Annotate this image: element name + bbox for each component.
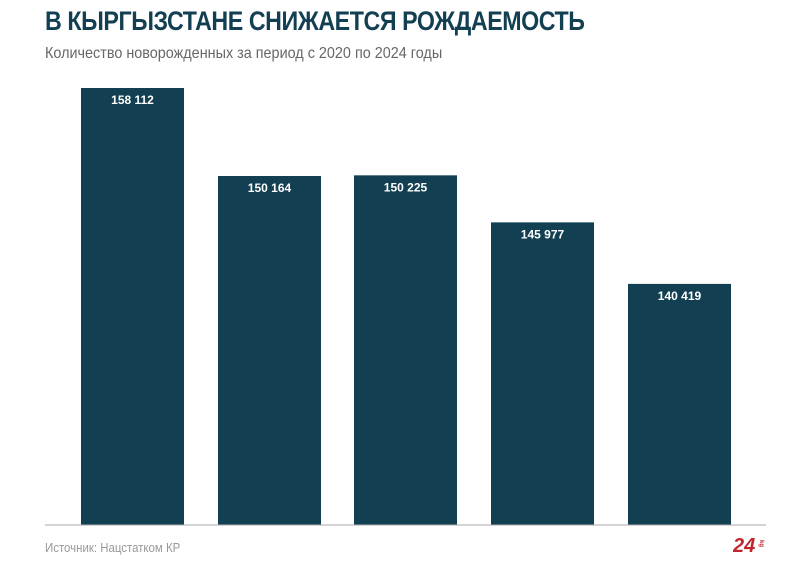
data-label-2024: 140 419: [658, 289, 702, 303]
bar-2022: [354, 175, 457, 525]
24kg-logo: 24 kg: [733, 535, 764, 554]
data-label-2023: 145 977: [521, 227, 565, 241]
svg-text:kg: kg: [758, 540, 764, 547]
bar-2024: [628, 283, 731, 525]
bar-2023: [491, 222, 594, 525]
bar-2020: [81, 88, 184, 525]
data-label-2022: 150 225: [384, 180, 428, 194]
chart-title: В КЫРГЫЗСТАНЕ СНИЖАЕТСЯ РОЖДАЕМОСТЬ: [45, 6, 585, 36]
source-note: Источник: Нацстатком КР: [45, 540, 181, 555]
chart-subtitle: Количество новорожденных за период с 202…: [45, 45, 443, 62]
data-label-2021: 150 164: [248, 181, 292, 195]
svg-text:24: 24: [733, 535, 755, 554]
bar-2021: [218, 176, 321, 525]
data-label-2020: 158 112: [111, 93, 154, 107]
